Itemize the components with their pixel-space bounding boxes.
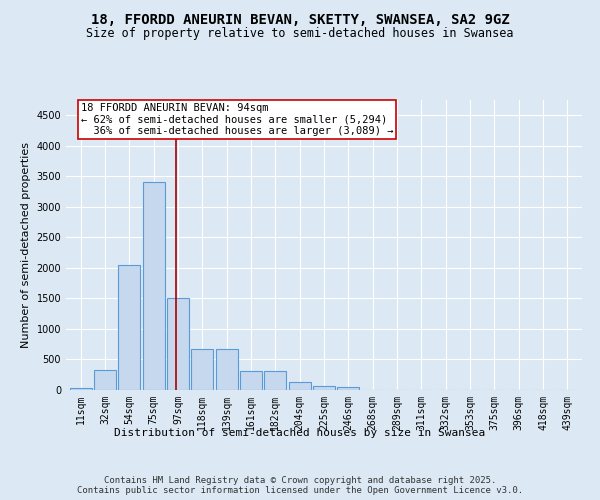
Y-axis label: Number of semi-detached properties: Number of semi-detached properties — [21, 142, 31, 348]
Bar — [313, 386, 335, 390]
Text: Size of property relative to semi-detached houses in Swansea: Size of property relative to semi-detach… — [86, 28, 514, 40]
Bar — [143, 182, 164, 390]
Text: 18, FFORDD ANEURIN BEVAN, SKETTY, SWANSEA, SA2 9GZ: 18, FFORDD ANEURIN BEVAN, SKETTY, SWANSE… — [91, 12, 509, 26]
Text: 18 FFORDD ANEURIN BEVAN: 94sqm
← 62% of semi-detached houses are smaller (5,294): 18 FFORDD ANEURIN BEVAN: 94sqm ← 62% of … — [81, 103, 394, 136]
Text: Distribution of semi-detached houses by size in Swansea: Distribution of semi-detached houses by … — [115, 428, 485, 438]
Bar — [118, 265, 140, 390]
Bar — [265, 371, 286, 390]
Bar — [337, 387, 359, 390]
Bar — [289, 382, 311, 390]
Bar — [70, 388, 92, 390]
Bar — [215, 349, 238, 390]
Bar — [191, 349, 213, 390]
Bar — [240, 371, 262, 390]
Bar — [94, 370, 116, 390]
Bar — [167, 298, 189, 390]
Text: Contains HM Land Registry data © Crown copyright and database right 2025.
Contai: Contains HM Land Registry data © Crown c… — [77, 476, 523, 495]
